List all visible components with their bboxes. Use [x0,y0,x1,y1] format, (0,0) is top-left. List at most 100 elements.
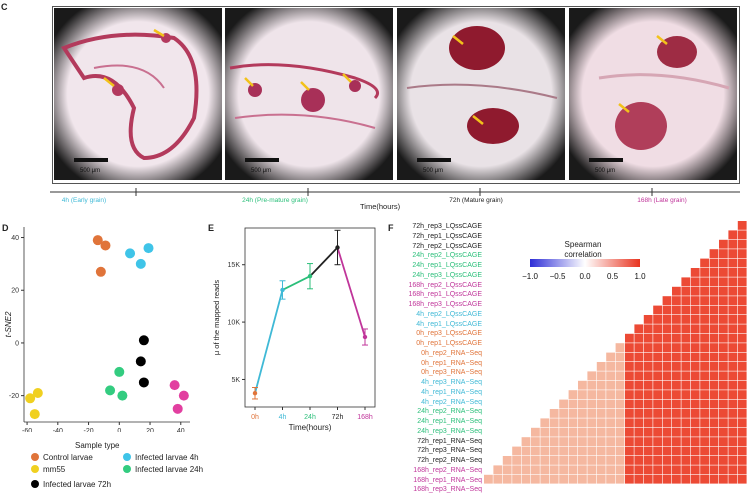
heatmap-cell [549,437,559,446]
heatmap-row-label: 4h_rep3_RNA−Seq [421,379,482,386]
heatmap-row-label: 24h_rep3_LQssCAGE [412,271,482,279]
heatmap-cell [719,409,728,418]
heatmap-cell [737,390,747,399]
heatmap-cell [700,296,709,305]
heatmap-cell [709,437,719,446]
legend-swatch [123,453,131,461]
heatmap-cell [709,258,719,268]
heatmap-cell [643,324,653,334]
heatmap-cell [672,362,681,371]
heatmap-cell [681,296,691,305]
heatmap-cell [615,352,625,362]
y-axis-label: t-SNE2 [4,311,13,337]
heatmap-row-label: 168h_rep3_RNA−Seq [413,486,482,494]
heatmap-cell [690,474,700,484]
heatmap-cell [728,277,738,287]
heatmap-cell [634,474,644,484]
heatmap-cell [709,343,719,352]
heatmap-cell [700,362,709,371]
heatmap-cell [700,456,709,465]
heatmap-cell [549,418,559,428]
heatmap-cell [700,399,709,409]
heatmap-cell [690,277,700,287]
heatmap-cell [662,352,672,362]
heatmap-cell [719,437,728,446]
heatmap-row-label: 24h_rep3_RNA−Seq [417,427,482,435]
heatmap-cell [709,305,719,315]
spearman-colorbar: −1.0 −0.5 0.0 0.5 1.0 [522,259,646,281]
heatmap-cell [700,380,709,390]
heatmap-cell [549,465,559,475]
heatmap-cell [512,446,521,456]
heatmap-cell [540,446,550,456]
heatmap-cell [719,352,728,362]
heatmap-cell [728,362,738,371]
heatmap-cell [672,352,681,362]
y-tick-label: 15K [228,262,241,269]
heatmap-cell [737,296,747,305]
heatmap-cell [737,465,747,475]
heatmap-cell [672,315,681,324]
colorbar-tick-label: −1.0 [522,272,538,281]
heatmap-cell [737,305,747,315]
heatmap-cell [728,324,738,334]
data-point [362,334,368,340]
heatmap-row-label: 72h_rep1_RNA−Seq [417,437,482,445]
heatmap-cell [681,456,691,465]
heatmap-cell [653,333,662,343]
heatmap-cell [596,362,606,371]
heatmap-cell [737,333,747,343]
scatter-point [114,366,125,377]
heatmap-cell [690,296,700,305]
heatmap-cell [681,380,691,390]
heatmap-cell [709,474,719,484]
heatmap-cell [662,390,672,399]
scale-bar-label: 500 μm [251,168,271,174]
heatmap-cell [634,456,644,465]
heatmap-cell [737,324,747,334]
heatmap-cell [690,456,700,465]
heatmap-cell [634,333,644,343]
heatmap-cell [737,474,747,484]
heatmap-cell [549,456,559,465]
heatmap-cell [625,352,634,362]
heatmap-cell [709,418,719,428]
heatmap-cell [634,418,644,428]
heatmap-cell [634,343,644,352]
heatmap-cell [568,399,578,409]
heatmap-cell [606,456,615,465]
heatmap-cell [681,352,691,362]
heatmap-cell [719,446,728,456]
scatter-point [138,377,149,388]
heatmap-cell [653,362,662,371]
heatmap-cell [700,324,709,334]
heatmap-row-label: 168h_rep1_RNA−Seq [413,476,482,484]
heatmap-cell [672,399,681,409]
heatmap-cell [737,437,747,446]
heatmap-cell [615,474,625,484]
heatmap-cell [587,399,597,409]
heatmap-cell [615,418,625,428]
heatmap-cell [737,315,747,324]
heatmap-cell [643,456,653,465]
x-tick-label: 24h [304,414,316,421]
heatmap-cell [531,446,540,456]
heatmap-cell [728,465,738,475]
heatmap-cell [719,418,728,428]
heatmap-cell [625,362,634,371]
heatmap-cell [700,343,709,352]
heatmap-cell [587,437,597,446]
legend-swatch [31,465,39,473]
heatmap-row-label: 0h_rep3_RNA−Seq [421,369,482,377]
heatmap-cell [737,239,747,249]
heatmap-cell [643,371,653,381]
heatmap-cell [690,268,700,277]
heatmap-cell [709,399,719,409]
heatmap-cell [634,427,644,437]
correlation-row-labels: 72h_rep3_LQssCAGE 72h_rep1_LQssCAGE 72h_re… [388,223,482,499]
heatmap-cell [728,409,738,418]
heatmap-cell [719,249,728,258]
heatmap-cell [672,343,681,352]
heatmap-cell [606,427,615,437]
panel-e-label: E [208,223,215,233]
